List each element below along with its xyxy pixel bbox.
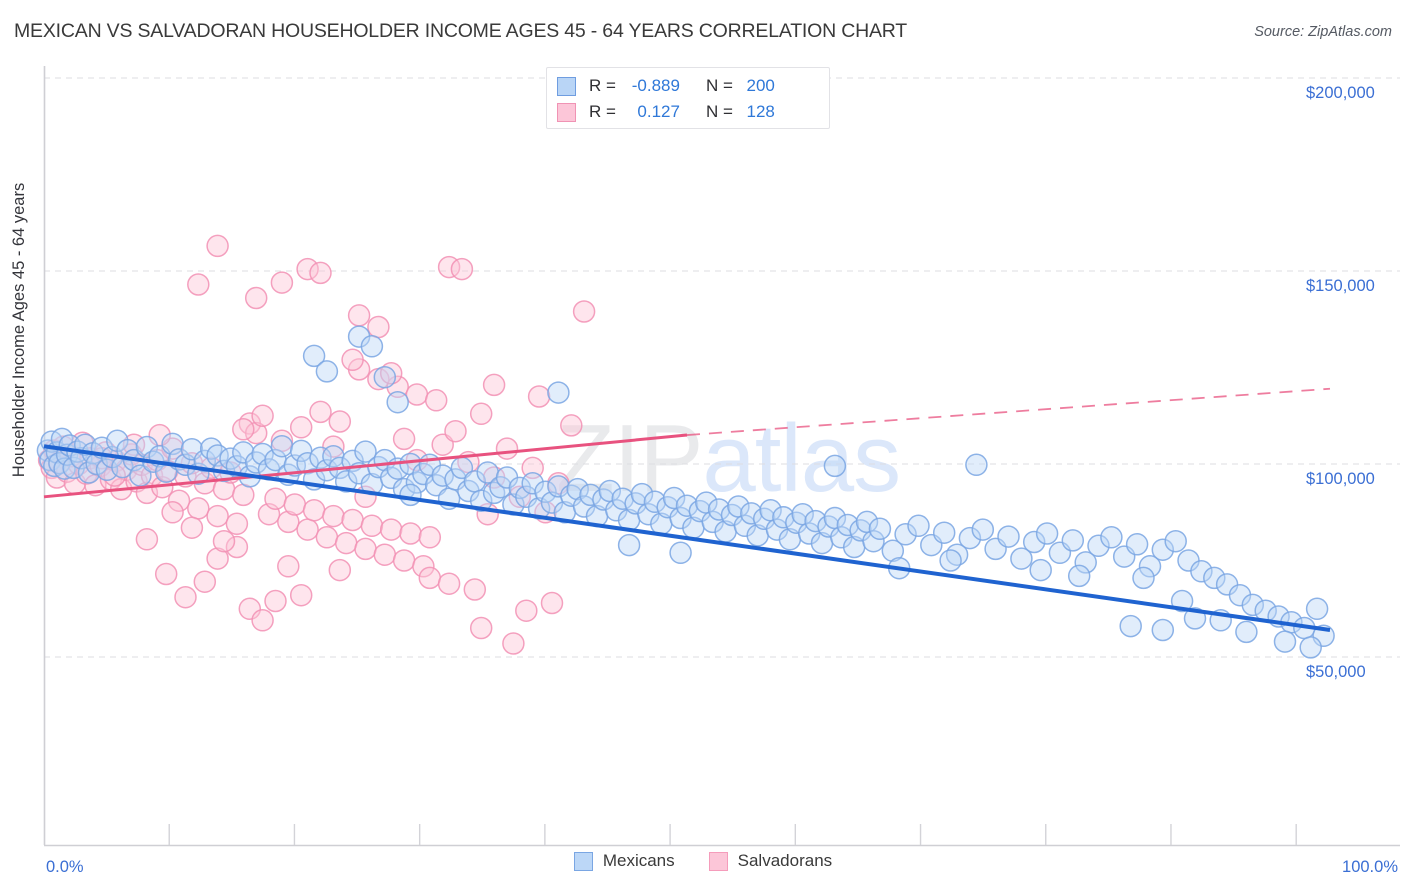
gridlines: [44, 77, 1400, 658]
legend-swatch-mexicans: [573, 851, 593, 871]
stat-n-value-mexicans: 200: [746, 76, 775, 95]
svg-text:$100,000: $100,000: [1306, 470, 1375, 488]
source-attribution: Source: ZipAtlas.com: [1254, 24, 1392, 40]
stat-r-value-salvadorans: 0.127: [637, 102, 680, 121]
stat-n-label-mexicans: N =: [705, 76, 733, 95]
trendline-salvadorans: [43, 387, 1331, 499]
y-axis-tick-labels: $200,000 $150,000 $100,000 $50,000: [1306, 84, 1375, 681]
legend-swatch-salvadorans: [708, 851, 728, 871]
legend-item-mexicans[interactable]: Mexicans: [573, 851, 675, 871]
legend-item-salvadorans[interactable]: Salvadorans: [708, 851, 833, 871]
stat-r-value-mexicans: -0.889: [631, 76, 680, 95]
stat-r-label-mexicans: R =: [589, 76, 616, 95]
stat-swatch-salvadorans: [557, 102, 576, 122]
stat-r-label-salvadorans: R =: [589, 102, 616, 121]
series-legend: Mexicans Salvadorans: [0, 851, 1406, 871]
stat-n-label-salvadorans: N =: [705, 102, 733, 121]
x-axis-tick-labels: 0.0% 100.0%: [46, 858, 1398, 876]
svg-text:$200,000: $200,000: [1306, 84, 1375, 102]
svg-text:$150,000: $150,000: [1306, 277, 1375, 295]
trendline-mexicans: [43, 444, 1331, 632]
stat-row-salvadorans: R = 0.127 N = 128: [557, 99, 819, 125]
legend-label-mexicans: Mexicans: [602, 851, 675, 870]
correlation-stats-box: R = -0.889 N = 200 R = 0.127 N = 128: [546, 67, 830, 129]
legend-label-salvadorans: Salvadorans: [737, 851, 833, 870]
stat-row-mexicans: R = -0.889 N = 200: [557, 73, 819, 99]
page-title: MEXICAN VS SALVADORAN HOUSEHOLDER INCOME…: [14, 20, 908, 42]
svg-text:$50,000: $50,000: [1306, 663, 1366, 681]
svg-text:100.0%: 100.0%: [1342, 858, 1398, 876]
x-axis-ticks: [168, 824, 1297, 845]
svg-text:0.0%: 0.0%: [46, 858, 84, 876]
stat-n-value-salvadorans: 128: [746, 102, 775, 121]
stat-swatch-mexicans: [557, 76, 576, 96]
